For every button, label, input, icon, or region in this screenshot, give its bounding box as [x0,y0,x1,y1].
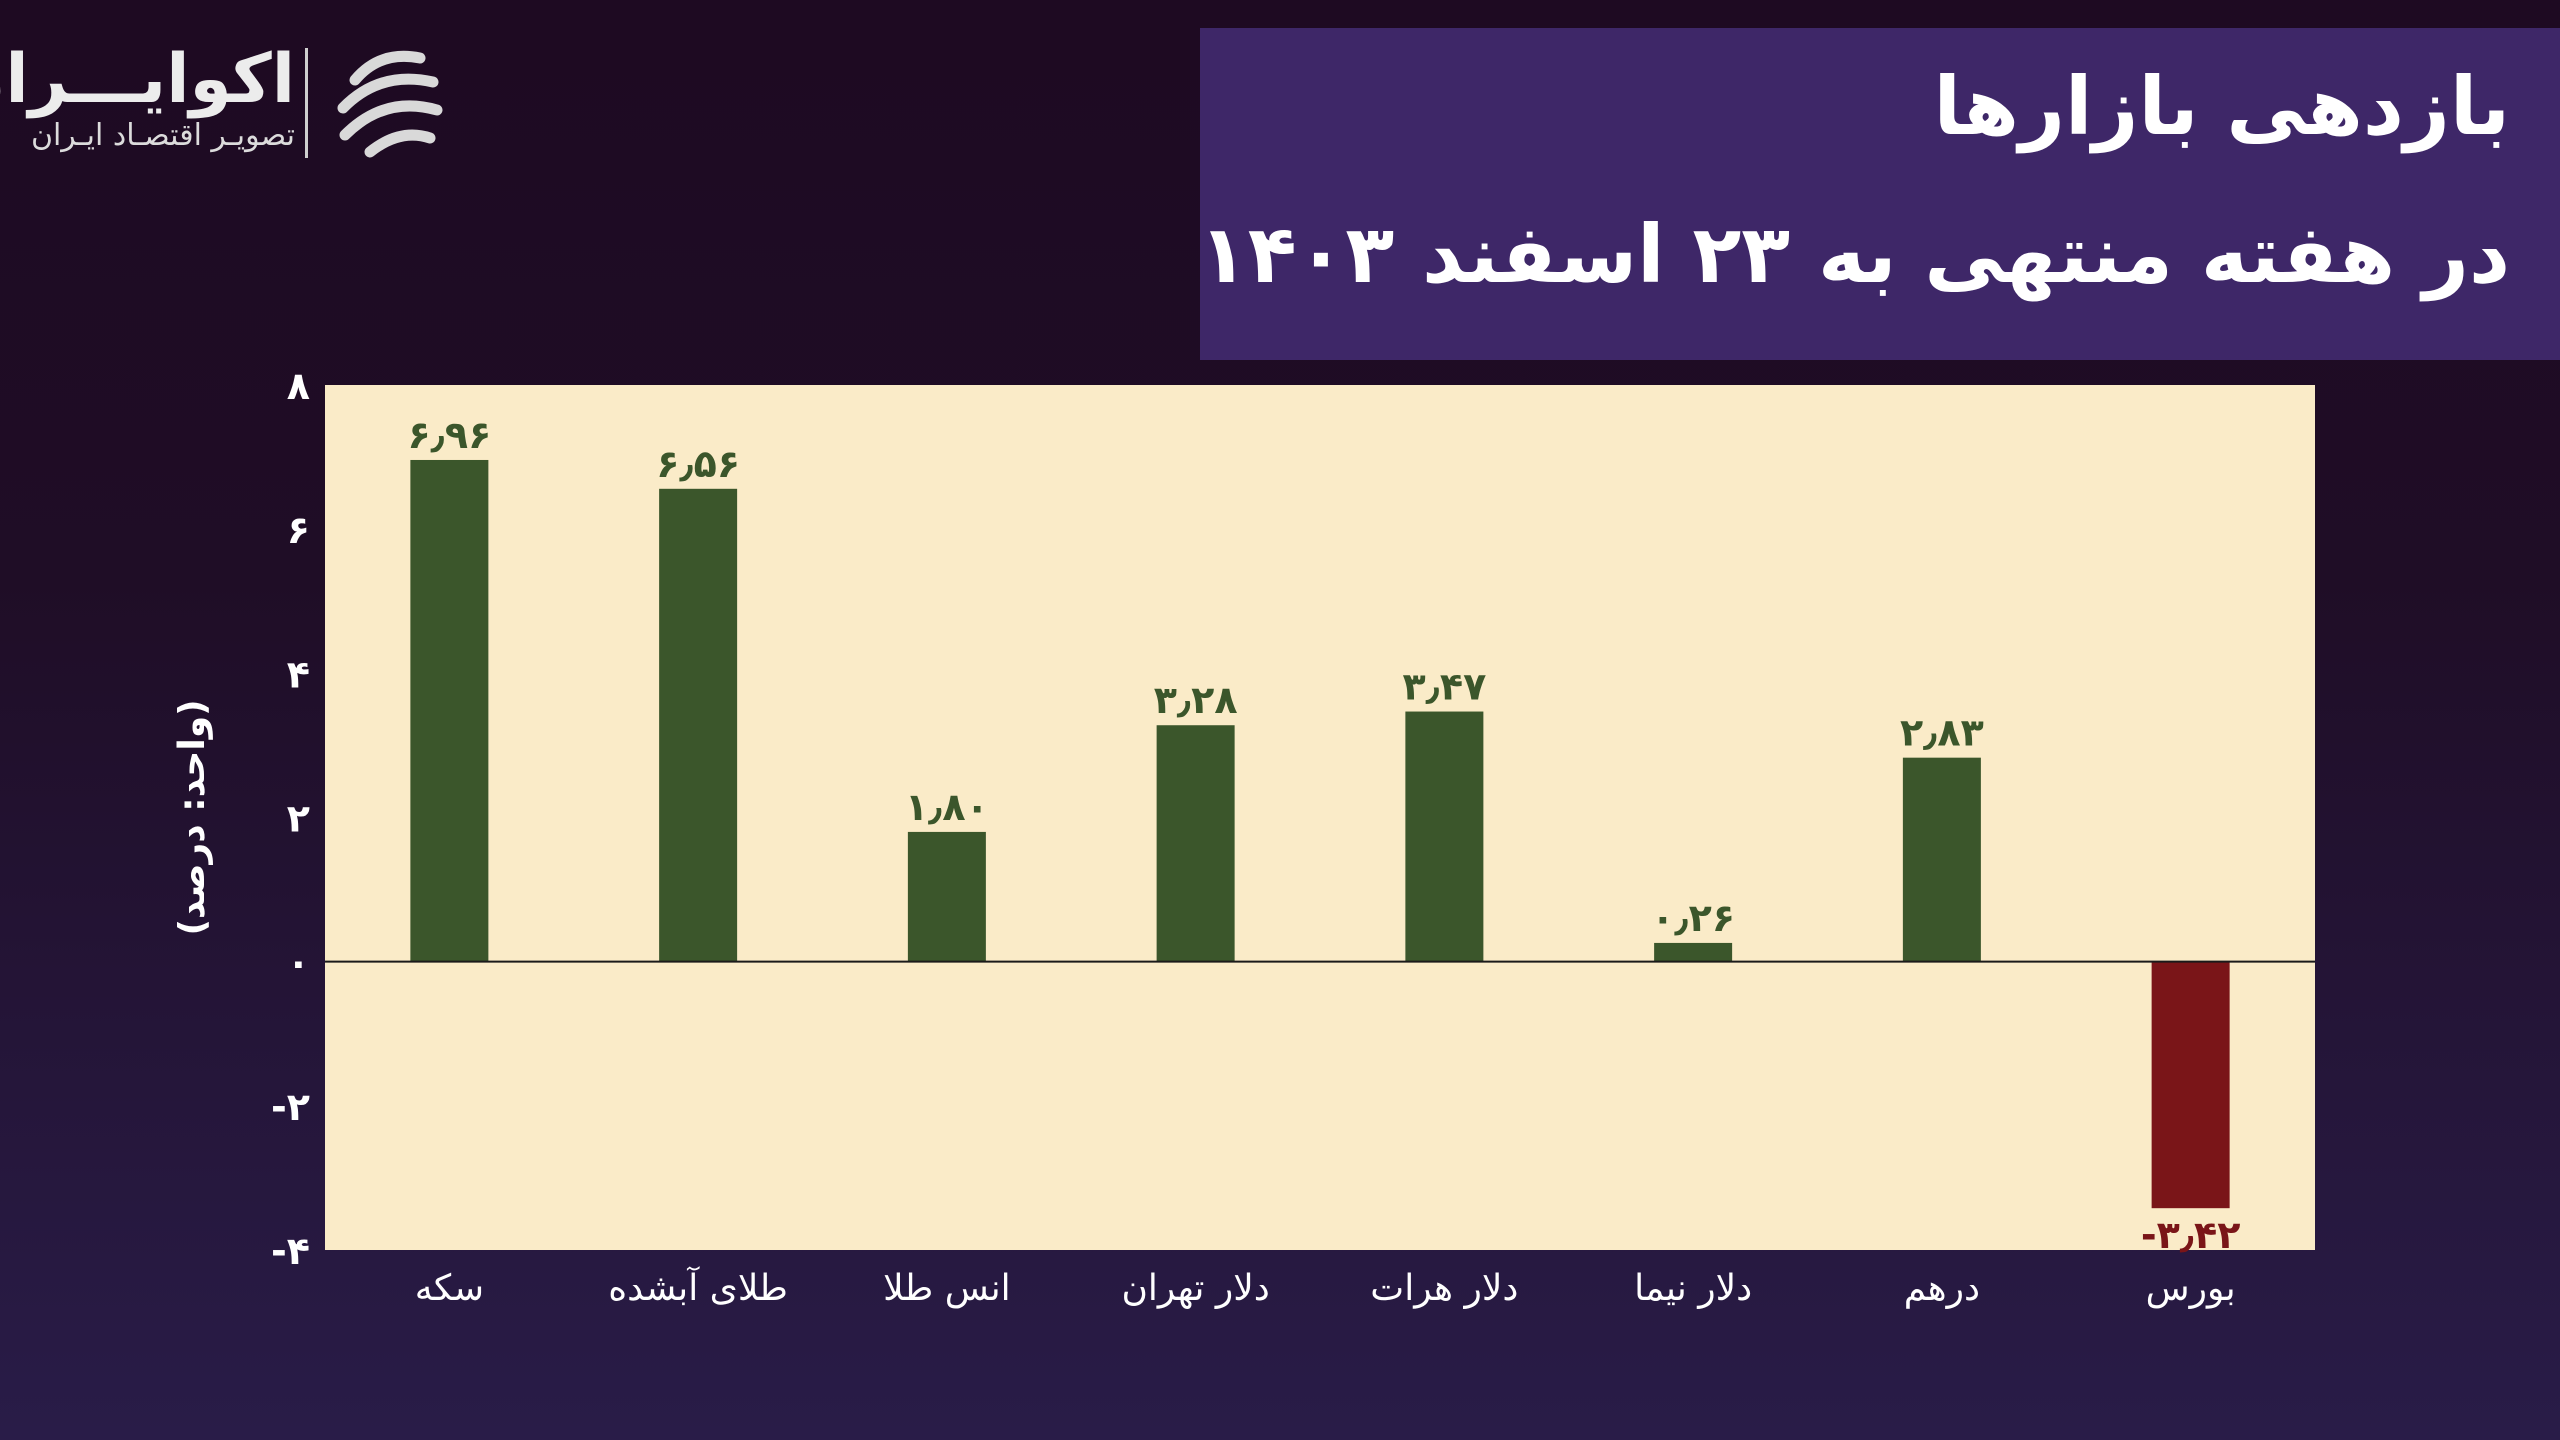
y-tick-label: ۴ [287,652,310,696]
bar [908,832,986,962]
y-axis-label: (واحد: درصد) [172,699,213,935]
data-label: ۶٫۹۶ [407,413,491,457]
data-label: ۶٫۵۶ [656,442,740,486]
y-tick-label: ۸ [287,364,310,408]
bar [1903,758,1981,962]
x-tick-label: دلار هرات [1370,1268,1518,1309]
x-tick-label: سکه [415,1268,484,1309]
x-tick-label: دلار تهران [1121,1268,1269,1309]
y-tick-label: ۲ [287,797,310,841]
bar [659,489,737,962]
bar [410,460,488,962]
bar [2152,962,2230,1209]
y-tick-label: -۴ [271,1229,310,1273]
y-tick-label: -۲ [271,1085,310,1129]
data-label: ۲٫۸۳ [1900,711,1984,755]
x-tick-label: طلای آبشده [608,1265,788,1309]
x-tick-label: انس طلا [883,1268,1011,1309]
data-label: ۰٫۲۶ [1651,896,1735,940]
data-label: ۱٫۸۰ [905,785,989,829]
data-label: ۳٫۴۷ [1402,665,1486,709]
x-tick-label: دلار نیما [1634,1268,1752,1309]
x-tick-label: بورس [2146,1268,2236,1309]
data-label: ۳٫۲۸ [1154,678,1238,722]
y-tick-label: ۶ [287,508,310,552]
y-tick-label: ۰ [287,941,310,985]
plot-area [325,385,2315,1250]
bar [1157,725,1235,961]
bar [1405,712,1483,962]
bar [1654,943,1732,962]
x-tick-label: درهم [1904,1268,1980,1309]
data-label: -۳٫۴۲ [2141,1213,2241,1257]
